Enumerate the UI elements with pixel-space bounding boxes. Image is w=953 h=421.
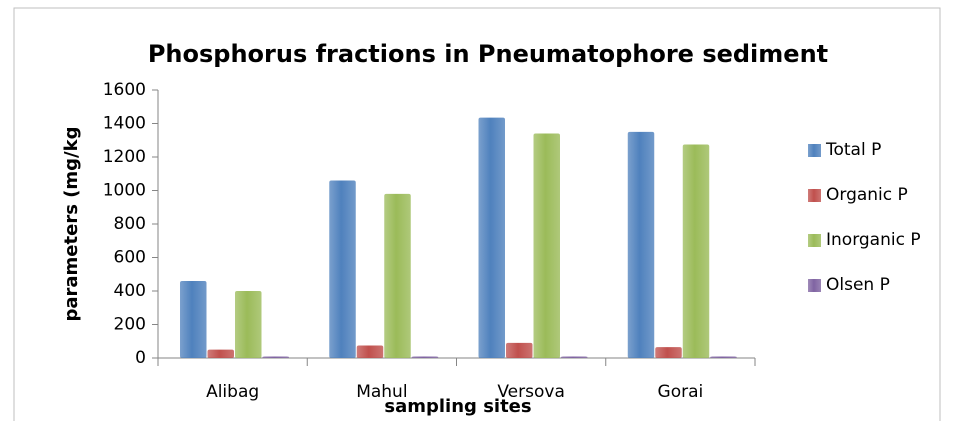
- bar: [411, 356, 439, 358]
- y-tick-label: 1400: [103, 114, 146, 134]
- bar: [506, 342, 533, 358]
- chart-frame: [13, 7, 941, 421]
- bar: [682, 144, 710, 358]
- legend-swatch: [808, 234, 821, 247]
- y-tick-label: 1000: [103, 181, 146, 201]
- bar: [561, 356, 588, 358]
- legend-swatch: [808, 144, 821, 157]
- x-tick-label: Versova: [497, 382, 565, 402]
- bar: [478, 117, 505, 358]
- legend-swatch: [808, 189, 821, 202]
- y-tick-label: 0: [135, 348, 146, 368]
- bar: [627, 131, 655, 358]
- legend-label: Organic P: [826, 185, 908, 205]
- x-tick-label: Alibag: [206, 382, 259, 402]
- y-tick-label: 1200: [103, 147, 146, 167]
- y-axis-label: parameters (mg/kg: [61, 127, 82, 322]
- bar: [262, 356, 289, 358]
- y-tick-label: 600: [114, 248, 146, 268]
- legend-swatch: [808, 279, 821, 292]
- y-tick-label: 200: [114, 315, 146, 335]
- bar: [384, 193, 411, 358]
- bar: [655, 347, 682, 358]
- y-tick-label: 1600: [103, 80, 146, 100]
- legend-label: Inorganic P: [826, 230, 921, 250]
- bar: [207, 349, 234, 358]
- chart-title: Phosphorus fractions in Pneumatophore se…: [148, 40, 828, 68]
- x-tick-label: Mahul: [356, 382, 407, 402]
- y-tick-label: 400: [114, 281, 146, 301]
- bar: [180, 280, 207, 358]
- x-axis-label: sampling sites: [384, 396, 531, 417]
- bar: [235, 291, 262, 358]
- bar: [356, 345, 384, 358]
- legend-label: Olsen P: [826, 275, 890, 295]
- bar: [329, 180, 356, 358]
- bar: [533, 133, 560, 358]
- y-tick-label: 800: [114, 214, 146, 234]
- x-tick-label: Gorai: [658, 382, 704, 402]
- legend-label: Total P: [825, 140, 881, 160]
- bar: [710, 356, 737, 358]
